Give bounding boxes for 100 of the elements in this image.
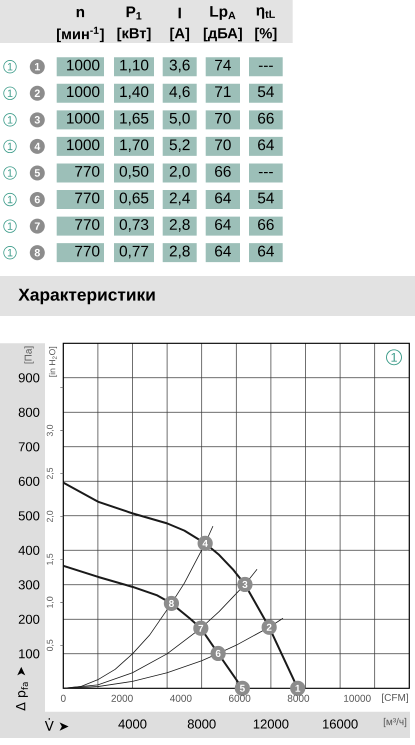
y-tick-label: 3	[34, 116, 40, 124]
data-label: 1000	[67, 139, 100, 150]
y-tick-label: 300	[18, 580, 40, 590]
data-label: 0,50	[120, 166, 148, 179]
data-label: 1,65	[120, 112, 148, 126]
x-tick-label: 8000	[188, 719, 216, 729]
y-tick-label: 100	[19, 649, 40, 658]
data-label: 2,8	[170, 219, 190, 232]
data-label: 4,6	[169, 86, 190, 99]
y2-tick-label: 1,5	[46, 554, 54, 565]
x2-tick-label: 10000	[344, 694, 371, 702]
y2-tick-label: 0,5	[46, 640, 54, 652]
y-tick-label: 2	[34, 90, 40, 97]
x-tick-label: Lp$_{A}$	[210, 6, 236, 20]
y2-axis-title: [in H$_{2}$O]	[48, 346, 58, 377]
x-tick-label: P$_{1}$	[126, 6, 142, 20]
data-label: 0,73	[120, 219, 148, 232]
data-label: 5,0	[170, 112, 190, 126]
text: [Па]	[24, 346, 34, 364]
y2-tick-label: 1	[8, 63, 12, 70]
y-axis-title: Δ p$_{fa}$ ➤	[16, 666, 28, 711]
data-label: 74	[215, 60, 231, 70]
data-label: 2,4	[170, 192, 190, 206]
y2-tick-label: 2,0	[46, 510, 54, 522]
data-label: 2,0	[170, 166, 190, 179]
data-label: 5,2	[170, 139, 190, 152]
y-tick-label: 600	[18, 476, 40, 486]
data-label: 66	[258, 112, 274, 124]
data-label: 64	[215, 246, 231, 257]
x-tick-label: 12000	[254, 719, 288, 729]
data-label: 1,40	[120, 86, 148, 99]
text: [мин$^{-1}$]	[57, 26, 104, 42]
text: [дБА]	[204, 28, 242, 42]
text: ---	[258, 66, 273, 67]
data-label: 70	[215, 139, 231, 150]
x-tick-label: η$_{tL}$	[256, 7, 275, 19]
data-label: 1,10	[120, 60, 148, 72]
data-label: 2,8	[170, 246, 190, 258]
annotation: 5	[240, 684, 245, 692]
y-tick-label: 6	[34, 196, 40, 204]
data-label: 64	[215, 192, 231, 204]
y-tick-label: 900	[18, 373, 40, 382]
data-label: 3,6	[170, 60, 190, 72]
chart-title: Характеристики	[18, 288, 155, 304]
annotation: 3	[242, 580, 248, 588]
y2-tick-label: 1	[8, 196, 12, 204]
data-label: 64	[258, 139, 274, 150]
y-tick-label: 500	[18, 511, 40, 520]
data-label: 1000	[67, 112, 100, 124]
y2-tick-label: 3,0	[46, 424, 54, 436]
y-tick-label: 700	[18, 442, 40, 452]
data-label: 54	[258, 86, 274, 98]
data-label: 70	[215, 112, 231, 124]
x2-tick-label: 2000	[111, 694, 133, 702]
y2-tick-label: 1	[8, 249, 12, 256]
x-tick-label: 16000	[323, 719, 358, 729]
x2-axis-title: [CFM]	[382, 694, 408, 703]
text: [А]	[170, 28, 190, 42]
annotation: 6	[216, 650, 221, 657]
data-label: 64	[258, 246, 274, 257]
x-tick-label: n	[76, 8, 84, 18]
y-tick-label: 400	[18, 546, 40, 555]
x-axis-title: V̇ ➤	[44, 718, 69, 731]
annotation: 1	[391, 352, 397, 362]
x-tick-label: 4000	[118, 719, 146, 729]
x2-tick-label: 0	[60, 694, 66, 702]
y-tick-label: 1	[35, 63, 40, 70]
data-label: 1000	[67, 60, 100, 71]
x2-tick-label: 6000	[229, 694, 250, 702]
y-tick-label: 8	[34, 248, 40, 256]
annotation: 1	[296, 684, 300, 692]
x-tick-label: I	[178, 8, 181, 18]
data-label: 770	[75, 166, 100, 177]
text: [кВт]	[117, 28, 151, 42]
data-label: 770	[75, 246, 100, 257]
x2-tick-label: 8000	[288, 694, 310, 702]
data-label: 0,77	[120, 246, 148, 258]
y-tick-label: 200	[18, 614, 40, 624]
x2-tick-label: 4000	[170, 694, 192, 702]
data-label: 1000	[67, 86, 100, 98]
annotation: 7	[198, 624, 204, 632]
y-tick-label: 5	[34, 169, 40, 177]
text: ---	[258, 172, 273, 174]
data-label: 71	[215, 86, 231, 97]
y2-tick-label: 1	[8, 90, 12, 97]
y-tick-label: 7	[34, 222, 40, 230]
y2-tick-label: 1	[8, 222, 12, 230]
y-tick-label: 800	[18, 408, 40, 417]
data-label: 64	[215, 219, 231, 230]
y2-tick-label: 1,0	[46, 596, 54, 608]
data-label: 54	[258, 192, 274, 204]
data-label: 770	[75, 219, 100, 230]
y2-tick-label: 1	[8, 169, 12, 177]
annotation: 8	[168, 600, 174, 607]
data-label: 66	[258, 219, 274, 230]
data-label: 770	[75, 192, 100, 204]
annotation: 4	[202, 540, 208, 547]
y-tick-label: 4	[34, 142, 40, 150]
data-label: 1,70	[120, 139, 148, 152]
text: [м³/ч]	[384, 718, 406, 728]
